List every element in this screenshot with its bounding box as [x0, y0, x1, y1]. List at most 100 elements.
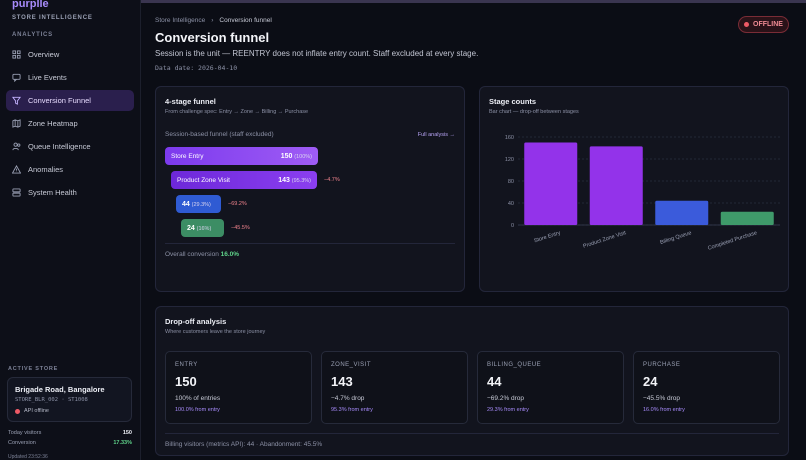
funnel-icon [12, 96, 21, 105]
x-tick-label: Completed Purchase [707, 230, 758, 252]
sidebar-item-label: System Health [28, 188, 77, 197]
grid-icon [12, 50, 21, 59]
card-description: 100% of entries [175, 395, 221, 402]
overall-conversion: Overall conversion 16.0% [165, 251, 240, 258]
card-value: 143 [331, 374, 353, 389]
store-name: Brigade Road, Bangalore [15, 385, 105, 394]
page-subtitle: Session is the unit — REENTRY does not i… [155, 49, 479, 58]
bar[interactable] [524, 142, 578, 226]
y-tick-label: 40 [508, 201, 514, 207]
card-description: −69.2% drop [487, 395, 525, 402]
warning-icon [12, 165, 21, 174]
conversion-value: 17.33% [113, 440, 132, 446]
funnel-bar-zone-visit[interactable]: Product Zone Visit 143 (95.3%) [171, 171, 317, 189]
sidebar-item-live-events[interactable]: Live Events [6, 67, 134, 88]
funnel-bar-purchase[interactable]: 24 (16%) [181, 219, 224, 237]
funnel-drop-zone-visit: −4.7% [324, 177, 340, 183]
store-status: API offline [15, 408, 49, 414]
brand-logo[interactable]: purplle [12, 0, 49, 10]
today-visitors-label: Today visitors [8, 430, 42, 436]
bar[interactable] [589, 146, 643, 225]
dropoff-footer: Billing visitors (metrics API): 44 · Aba… [165, 441, 323, 448]
stage-counts-subtitle: Bar chart — drop-off between stages [489, 109, 579, 115]
x-tick-label: Billing Queue [659, 230, 692, 246]
funnel-stage-label: Store Entry [171, 152, 204, 160]
sidebar-item-system-health[interactable]: System Health [6, 182, 134, 203]
funnel-drop-billing: −69.2% [228, 201, 247, 207]
sidebar-item-label: Queue Intelligence [28, 142, 91, 151]
status-badge: OFFLINE [738, 16, 789, 33]
sidebar: purplle STORE INTELLIGENCE ANALYTICS Ove… [0, 0, 141, 460]
funnel-heading: Session-based funnel (staff excluded) [165, 131, 274, 138]
analytics-section-label: ANALYTICS [12, 32, 53, 38]
divider [165, 433, 779, 434]
funnel-bar-billing[interactable]: 44 (29.3%) [176, 195, 221, 213]
stage-counts-chart: 0 40 80 120 160 Store Entry Product Zone Visit… [505, 135, 780, 252]
conversion-label: Conversion [8, 440, 36, 446]
conversion-row: Conversion 17.33% [8, 440, 132, 446]
card-label: BILLING_QUEUE [487, 362, 542, 368]
breadcrumb-current: Conversion funnel [219, 17, 272, 24]
data-date: Data date: 2026-04-10 [155, 64, 238, 72]
y-tick-label: 120 [505, 157, 514, 163]
funnel-stage-count: 44 (29.3%) [182, 200, 211, 208]
card-value: 150 [175, 374, 197, 389]
card-description: −4.7% drop [331, 395, 365, 402]
sidebar-item-anomalies[interactable]: Anomalies [6, 159, 134, 180]
store-card[interactable]: Brigade Road, Bangalore STORE_BLR_002 · … [7, 377, 132, 422]
funnel-panel-title: 4-stage funnel [165, 97, 216, 106]
sidebar-item-zone-heatmap[interactable]: Zone Heatmap [6, 113, 134, 134]
sidebar-item-label: Conversion Funnel [28, 96, 91, 105]
full-analysis-link[interactable]: Full analysis → [417, 132, 455, 138]
overall-conversion-value: 16.0% [220, 251, 240, 258]
map-icon [12, 119, 21, 128]
page-title: Conversion funnel [155, 30, 270, 45]
funnel-drop-purchase: −45.5% [231, 225, 250, 231]
x-tick-label: Store Entry [533, 230, 561, 244]
breadcrumb-item[interactable]: Store Intelligence [155, 17, 206, 24]
y-tick-label: 0 [511, 223, 514, 229]
bar[interactable] [655, 200, 709, 225]
message-icon [12, 73, 21, 82]
sidebar-item-conversion-funnel[interactable]: Conversion Funnel [6, 90, 134, 111]
sidebar-item-overview[interactable]: Overview [6, 44, 134, 65]
card-note: 29.3% from entry [487, 407, 529, 413]
users-icon [12, 142, 21, 151]
store-status-text: API offline [24, 408, 49, 414]
dropoff-panel-subtitle: Where customers leave the store journey [165, 329, 266, 335]
card-note: 100.0% from entry [175, 407, 220, 413]
dropoff-card-billing-queue: BILLING_QUEUE 44 −69.2% drop 29.3% from … [477, 351, 624, 424]
dropoff-card-entry: ENTRY 150 100% of entries 100.0% from en… [165, 351, 312, 424]
stage-counts-title: Stage counts [489, 97, 537, 106]
funnel-panel: 4-stage funnel From challenge spec: Entr… [155, 86, 465, 292]
sidebar-item-queue-intelligence[interactable]: Queue Intelligence [6, 136, 134, 157]
sidebar-item-label: Zone Heatmap [28, 119, 78, 128]
x-tick-label: Product Zone Visit [582, 230, 627, 250]
today-visitors-value: 150 [122, 430, 132, 436]
y-tick-label: 160 [505, 135, 514, 141]
sidebar-item-label: Live Events [28, 73, 67, 82]
dropoff-card-purchase: PURCHASE 24 −45.5% drop 16.0% from entry [633, 351, 780, 424]
funnel-stage-count: 143 (95.3%) [278, 176, 311, 184]
window-top-border [0, 0, 806, 3]
sidebar-item-label: Anomalies [28, 165, 64, 174]
dropoff-panel-title: Drop-off analysis [165, 317, 227, 326]
status-dot-icon [15, 408, 20, 414]
funnel-stage-count: 150 (100%) [280, 152, 312, 160]
active-store-label: ACTIVE STORE [8, 366, 59, 372]
chevron-right-icon: › [211, 17, 214, 24]
status-dot-icon [744, 22, 750, 27]
store-code: STORE_BLR_002 · ST1008 [15, 397, 88, 403]
card-value: 24 [643, 374, 658, 389]
y-tick-label: 80 [508, 179, 514, 185]
card-value: 44 [487, 374, 502, 389]
dropoff-card-zone-visit: ZONE_VISIT 143 −4.7% drop 95.3% from ent… [321, 351, 468, 424]
today-visitors-row: Today visitors 150 [8, 430, 132, 436]
sidebar-item-label: Overview [28, 50, 60, 59]
divider [165, 243, 455, 244]
stage-counts-panel: Stage counts Bar chart — drop-off betwee… [479, 86, 789, 292]
card-label: ZONE_VISIT [331, 362, 372, 368]
bar[interactable] [720, 211, 774, 225]
card-label: PURCHASE [643, 362, 681, 368]
funnel-bar-entry[interactable]: Store Entry 150 (100%) [165, 147, 318, 165]
